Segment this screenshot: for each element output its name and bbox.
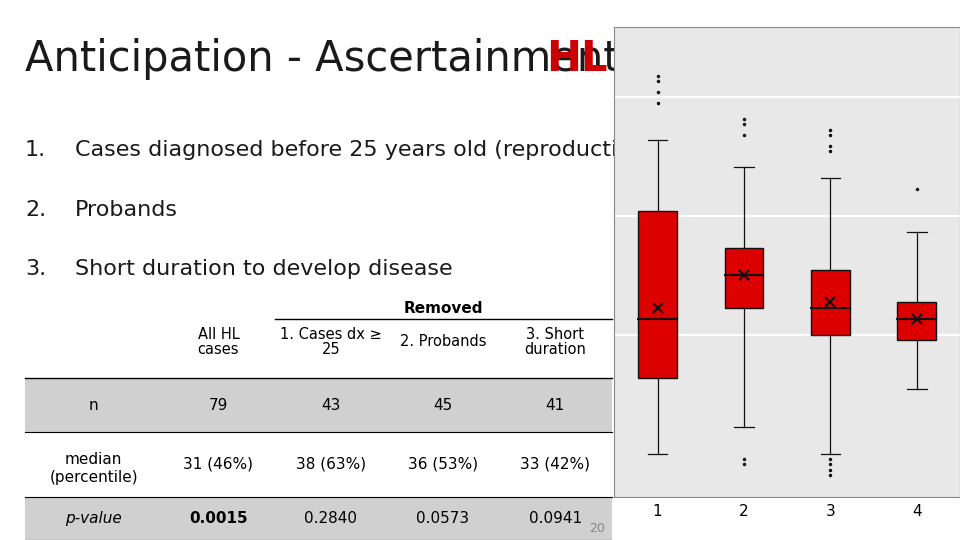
Text: 1.: 1.	[25, 140, 46, 160]
Text: 3. Short: 3. Short	[526, 327, 585, 342]
Text: n: n	[88, 397, 99, 413]
Text: Anticipation - Ascertainment bias?: Anticipation - Ascertainment bias?	[25, 38, 766, 80]
Text: 0.0941: 0.0941	[529, 511, 582, 526]
Bar	[638, 211, 677, 378]
Bar	[811, 270, 850, 335]
Bar	[898, 302, 936, 340]
Text: Short duration to develop disease: Short duration to develop disease	[75, 259, 452, 279]
Text: p-value: p-value	[65, 511, 122, 526]
Text: 0.2840: 0.2840	[304, 511, 357, 526]
Text: Cases diagnosed before 25 years old (reproductive age): Cases diagnosed before 25 years old (rep…	[75, 140, 701, 160]
Text: (percentile): (percentile)	[49, 470, 138, 485]
Bar	[25, 378, 612, 432]
Text: 36 (53%): 36 (53%)	[408, 457, 478, 472]
Text: 2.: 2.	[25, 200, 46, 220]
Text: 20: 20	[589, 522, 605, 535]
Text: 3.: 3.	[25, 259, 46, 279]
Text: HL: HL	[546, 38, 608, 80]
Text: 45: 45	[433, 397, 453, 413]
Text: 0.0015: 0.0015	[189, 511, 248, 526]
Text: All HL: All HL	[198, 327, 239, 342]
Text: 0.0573: 0.0573	[417, 511, 469, 526]
Text: cases: cases	[198, 342, 239, 357]
Text: duration: duration	[524, 342, 587, 357]
Text: 2. Probands: 2. Probands	[399, 334, 487, 349]
Text: 43: 43	[321, 397, 341, 413]
Text: Probands: Probands	[75, 200, 178, 220]
Text: 25: 25	[322, 342, 340, 357]
Text: 33 (42%): 33 (42%)	[520, 457, 590, 472]
Text: 79: 79	[208, 397, 228, 413]
Text: 41: 41	[545, 397, 565, 413]
Text: 1. Cases dx ≥: 1. Cases dx ≥	[280, 327, 381, 342]
Bar	[725, 248, 763, 308]
Text: median: median	[65, 451, 122, 467]
Text: 38 (63%): 38 (63%)	[296, 457, 366, 472]
Text: 31 (46%): 31 (46%)	[183, 457, 253, 472]
Text: Removed: Removed	[403, 301, 483, 316]
Bar	[25, 497, 612, 540]
